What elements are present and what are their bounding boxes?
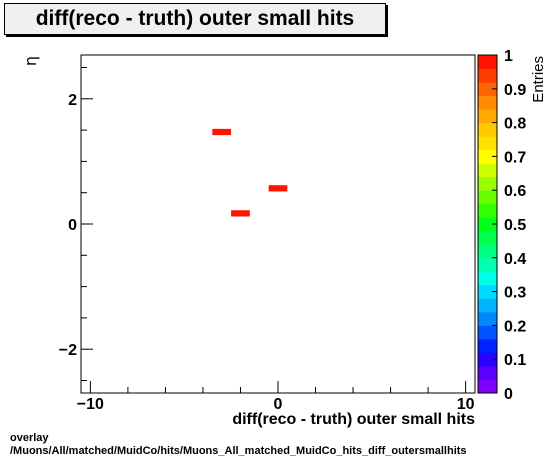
palette-segment xyxy=(478,68,497,83)
palette-segment xyxy=(478,379,497,394)
x-tick-label: 0 xyxy=(274,396,283,413)
palette-segment xyxy=(478,217,497,232)
z-tick-label: 0.8 xyxy=(504,116,526,133)
palette-segment xyxy=(478,338,497,353)
palette-segment xyxy=(478,230,497,245)
palette-segment xyxy=(478,55,497,70)
plot-frame xyxy=(80,54,476,394)
palette-segment xyxy=(478,95,497,110)
palette-segment xyxy=(478,311,497,326)
y-tick-label: 0 xyxy=(68,217,77,234)
z-axis-label: Entries xyxy=(530,56,546,103)
palette-segment xyxy=(478,203,497,218)
heatmap-cell xyxy=(231,210,250,217)
title-box: diff(reco - truth) outer small hits xyxy=(4,3,386,35)
palette-segment xyxy=(478,122,497,137)
palette-segment xyxy=(478,271,497,286)
palette-segment xyxy=(478,190,497,205)
palette-segment xyxy=(478,109,497,124)
z-tick-label: 1 xyxy=(504,48,513,65)
chart-title: diff(reco - truth) outer small hits xyxy=(35,7,355,30)
y-tick-label: −2 xyxy=(59,342,77,359)
z-tick-label: 0.2 xyxy=(504,318,526,335)
palette-segment xyxy=(478,325,497,340)
z-tick-label: 0.9 xyxy=(504,82,526,99)
y-tick-label: 2 xyxy=(68,92,77,109)
palette-segment xyxy=(478,352,497,367)
z-tick-label: 0.4 xyxy=(504,251,526,268)
heatmap-cell xyxy=(268,185,288,192)
palette-segment xyxy=(478,163,497,178)
x-tick-label: 10 xyxy=(457,396,475,413)
palette-segment xyxy=(478,176,497,191)
x-axis-label: diff(reco - truth) outer small hits xyxy=(232,411,475,428)
footer-line-1: overlay xyxy=(10,432,49,444)
heatmap-cell xyxy=(212,128,232,136)
z-tick-label: 0.6 xyxy=(504,183,526,200)
z-tick-label: 0.3 xyxy=(504,285,526,302)
x-tick-label: −10 xyxy=(77,396,104,413)
y-axis-label: η xyxy=(21,56,40,66)
footer-line-2: /Muons/All/matched/MuidCo/hits/Muons_All… xyxy=(10,445,467,457)
palette-segment xyxy=(478,244,497,259)
palette-segment xyxy=(478,365,497,380)
palette-segment xyxy=(478,136,497,151)
z-tick-label: 0 xyxy=(504,386,513,403)
z-tick-label: 0.5 xyxy=(504,217,526,234)
palette-segment xyxy=(478,257,497,272)
palette-segment xyxy=(478,298,497,313)
palette-segment xyxy=(478,284,497,299)
z-tick-label: 0.1 xyxy=(504,352,526,369)
palette-segment xyxy=(478,82,497,97)
z-tick-label: 0.7 xyxy=(504,149,526,166)
palette-segment xyxy=(478,149,497,164)
